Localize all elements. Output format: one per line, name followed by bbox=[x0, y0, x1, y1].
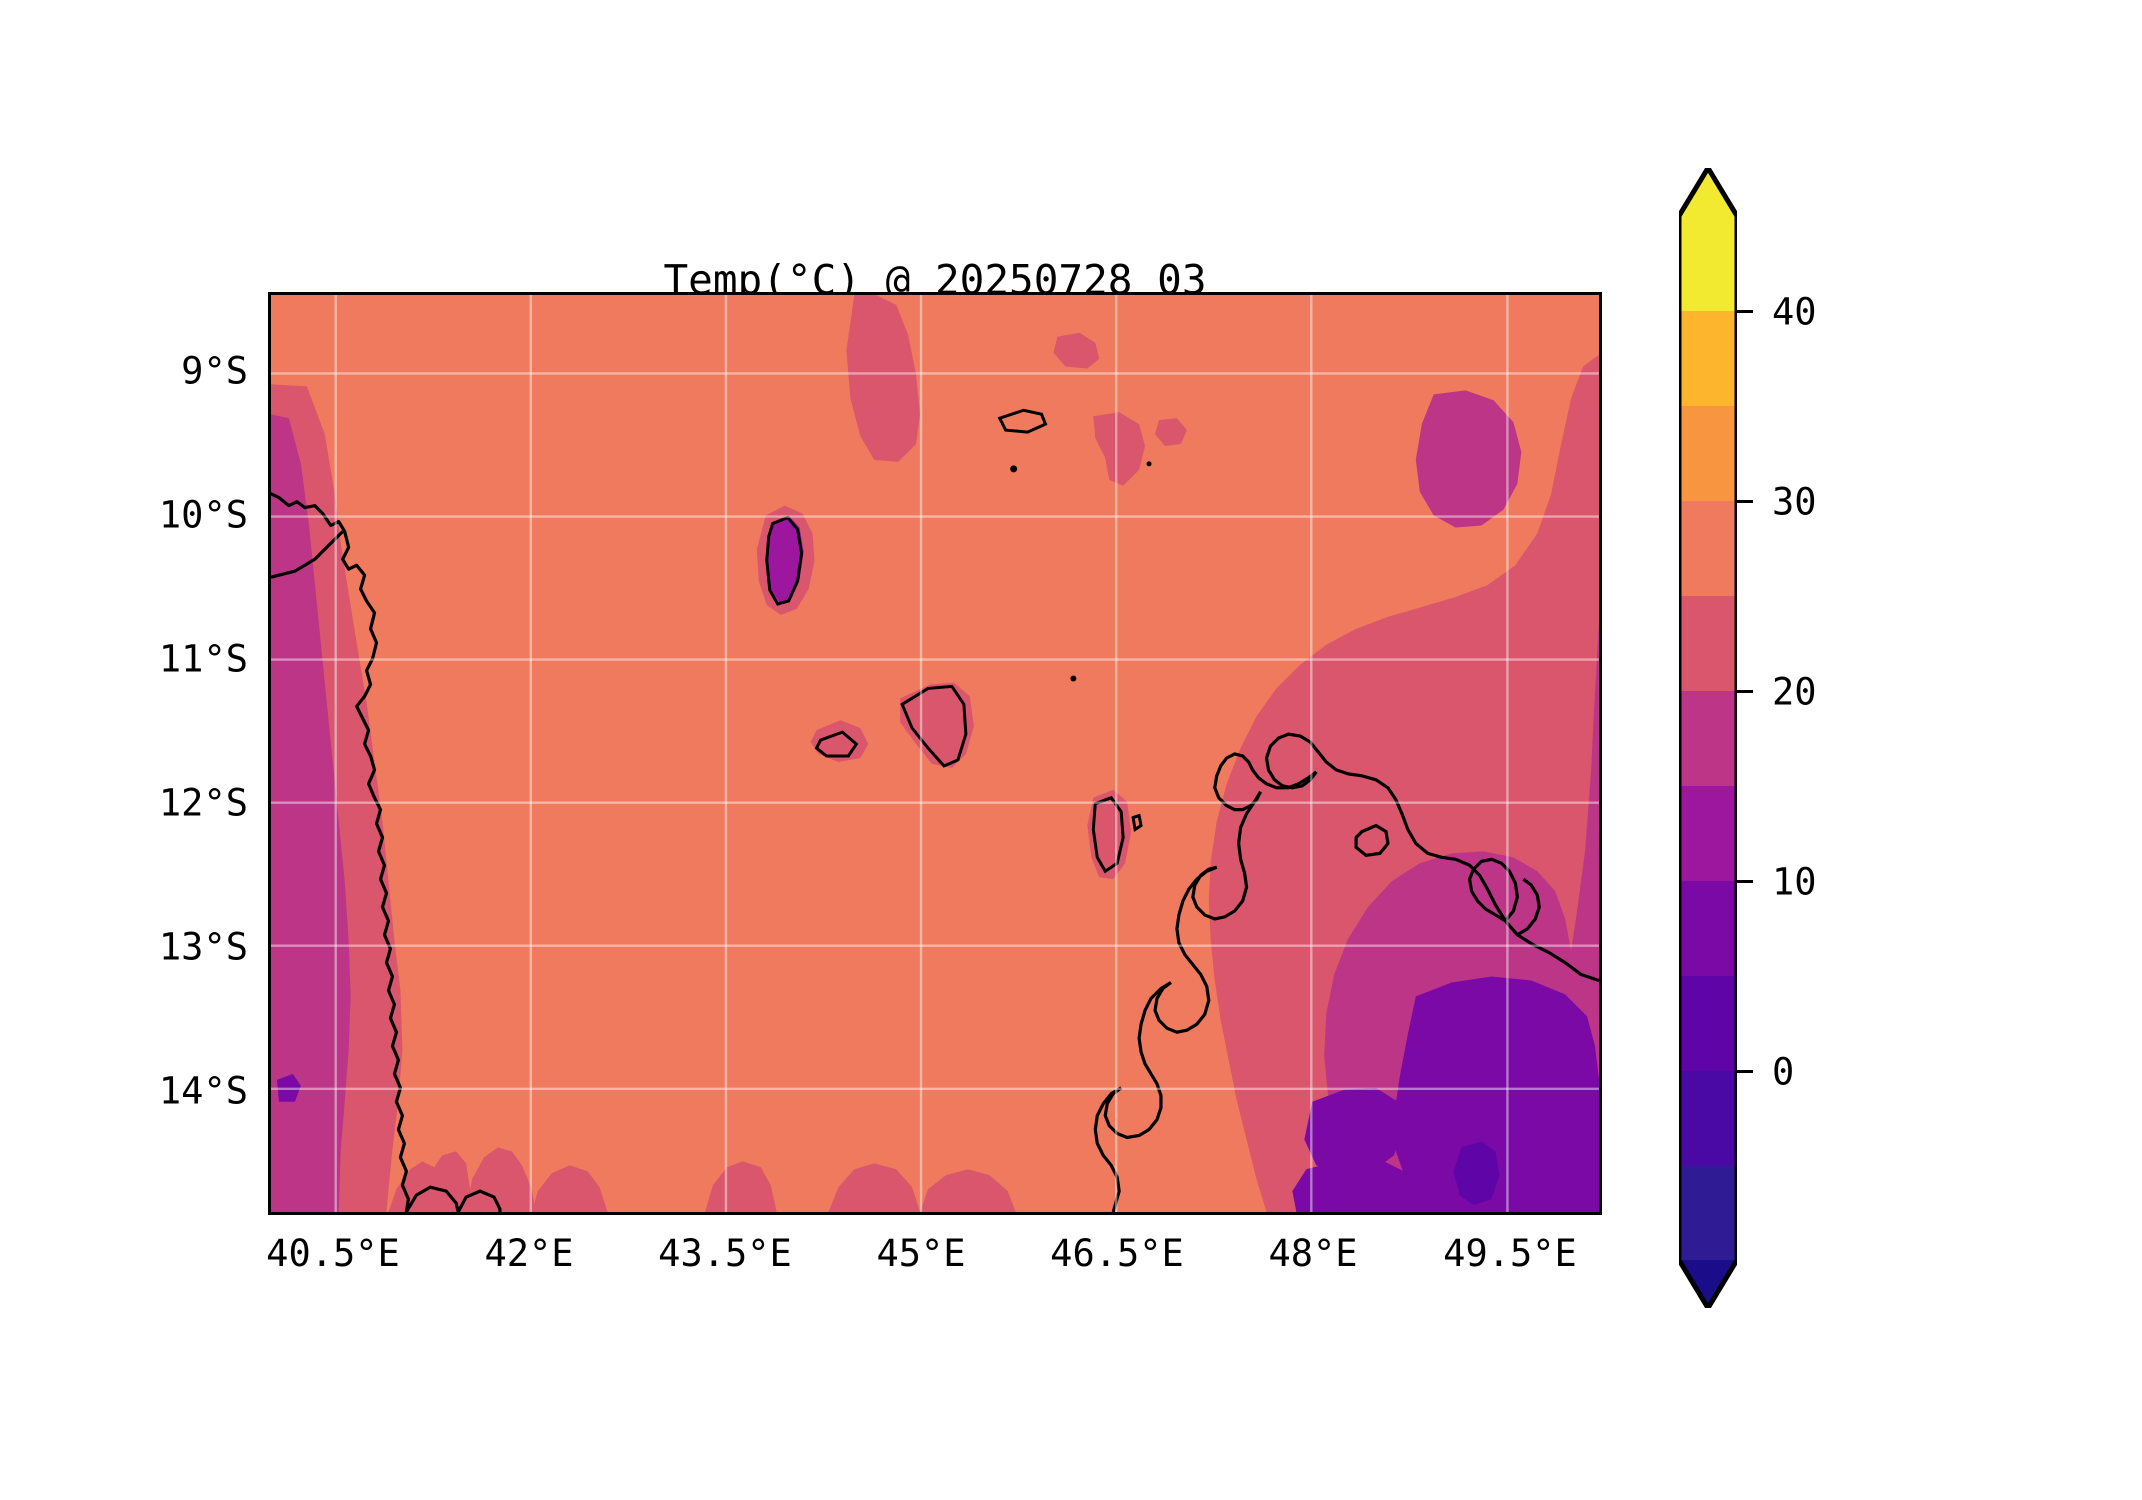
xtick-label-43-5E: 43.5°E bbox=[658, 1232, 792, 1275]
coastline-islet-dot-2 bbox=[1146, 461, 1152, 467]
colorbar-tickmark-0 bbox=[1737, 1070, 1753, 1073]
colorbar-tick-label-30: 30 bbox=[1772, 480, 1817, 524]
map-gridlines bbox=[271, 295, 1599, 1212]
xtick-label-42E: 42°E bbox=[484, 1232, 574, 1275]
contour-core-coolest-highlands bbox=[1453, 1141, 1500, 1206]
colorbar-under-arrow bbox=[1679, 1260, 1737, 1308]
contour-patch-north-3 bbox=[1093, 412, 1146, 486]
contour-pocket-cool-mozambique bbox=[276, 1073, 301, 1102]
ytick-label-14S: 14°S bbox=[158, 1069, 248, 1113]
map-plot-area[interactable] bbox=[268, 292, 1602, 1215]
contour-patch-north-2 bbox=[1053, 332, 1100, 369]
colorbar-band-15-20 bbox=[1679, 691, 1737, 786]
coastline-mayotte-islet bbox=[1131, 813, 1143, 833]
colorbar[interactable] bbox=[1679, 168, 1737, 1308]
contour-band-10-15-highlands bbox=[1393, 976, 1599, 1212]
colorbar-band-n5-0 bbox=[1679, 1071, 1737, 1166]
colorbar-band-25-30 bbox=[1679, 501, 1737, 596]
contour-patch-north-4 bbox=[1155, 418, 1187, 447]
xtick-label-46-5E: 46.5°E bbox=[1050, 1232, 1184, 1275]
island-core-grande-comore bbox=[767, 515, 804, 603]
ytick-label-13S: 13°S bbox=[158, 925, 248, 969]
colorbar-band-10-15 bbox=[1679, 786, 1737, 881]
coastline-madagascar-cape bbox=[1467, 857, 1519, 923]
colorbar-tickmark-40 bbox=[1737, 310, 1753, 313]
coastline-madagascar-bay-4 bbox=[1103, 981, 1172, 1140]
coastline-mozambique-inlet bbox=[271, 530, 344, 579]
coastline-nosy-be bbox=[1354, 823, 1390, 858]
coastline-mozambique-south-bay bbox=[405, 1185, 460, 1212]
colorbar-gradient bbox=[1679, 168, 1737, 1308]
temperature-contour-map bbox=[271, 295, 1599, 1212]
coastline-islet-dot-3 bbox=[1070, 675, 1077, 682]
colorbar-tick-label-0: 0 bbox=[1772, 1050, 1795, 1094]
coastline-grande-comore bbox=[765, 515, 804, 606]
colorbar-tickmark-10 bbox=[1737, 880, 1753, 883]
contour-lobe-north-madagascar bbox=[1415, 390, 1522, 528]
island-halo-anjouan bbox=[900, 682, 974, 768]
contour-patch-north-1 bbox=[846, 295, 921, 462]
contour-band-15-20-west bbox=[271, 414, 351, 1212]
coastline-madagascar-bay-1 bbox=[1213, 752, 1318, 812]
contour-highland-lobe-west bbox=[1304, 1087, 1404, 1178]
contour-tongue-south-4 bbox=[705, 1161, 777, 1212]
coastline-madagascar-southwest bbox=[1093, 1086, 1122, 1212]
ytick-label-10S: 10°S bbox=[158, 493, 248, 537]
contour-tongue-south-6 bbox=[920, 1169, 1016, 1212]
ytick-label-11S: 11°S bbox=[158, 637, 248, 681]
coastline-mayotte bbox=[1091, 795, 1125, 874]
coastline-madagascar-cape-2 bbox=[1516, 877, 1541, 937]
coastline-madagascar-bay-3 bbox=[1153, 865, 1218, 1034]
coastline-moheli bbox=[814, 730, 859, 758]
ytick-label-9S: 9°S bbox=[181, 349, 248, 393]
coastline-glorioso-islets bbox=[997, 408, 1048, 434]
colorbar-over-arrow bbox=[1679, 168, 1737, 216]
xtick-label-48E: 48°E bbox=[1268, 1232, 1358, 1275]
colorbar-band-40-45 bbox=[1679, 216, 1737, 311]
coastline-islet-dot-1 bbox=[1010, 465, 1018, 473]
colorbar-band-0-5 bbox=[1679, 976, 1737, 1071]
colorbar-band-lowest bbox=[1679, 1166, 1737, 1260]
colorbar-tick-label-20: 20 bbox=[1772, 670, 1817, 714]
colorbar-tick-label-10: 10 bbox=[1772, 860, 1817, 904]
xtick-label-45E: 45°E bbox=[876, 1232, 966, 1275]
colorbar-band-5-10 bbox=[1679, 881, 1737, 976]
colorbar-tickmark-30 bbox=[1737, 500, 1753, 503]
contour-highland-lobe-south bbox=[1292, 1159, 1428, 1212]
island-halo-moheli bbox=[810, 720, 869, 762]
colorbar-tick-label-40: 40 bbox=[1772, 290, 1817, 334]
contour-tongue-south-3 bbox=[531, 1165, 608, 1212]
xtick-label-49-5E: 49.5°E bbox=[1443, 1232, 1577, 1275]
coastline-mozambique-south-bay-2 bbox=[456, 1189, 502, 1212]
contour-tongue-south-2 bbox=[466, 1147, 536, 1212]
ytick-label-12S: 12°S bbox=[158, 781, 248, 825]
coastline-mozambique bbox=[271, 492, 410, 1212]
xtick-label-40-5E: 40.5°E bbox=[266, 1232, 400, 1275]
colorbar-band-20-25 bbox=[1679, 596, 1737, 691]
colorbar-band-30-35 bbox=[1679, 406, 1737, 501]
coastline-madagascar-bay-2 bbox=[1191, 790, 1262, 921]
colorbar-tickmark-20 bbox=[1737, 690, 1753, 693]
colorbar-band-35-40 bbox=[1679, 311, 1737, 406]
contour-tongue-south-5 bbox=[828, 1163, 921, 1212]
coastline-anjouan bbox=[900, 684, 968, 768]
contour-warm-intrusion-madagascar bbox=[1411, 662, 1558, 711]
